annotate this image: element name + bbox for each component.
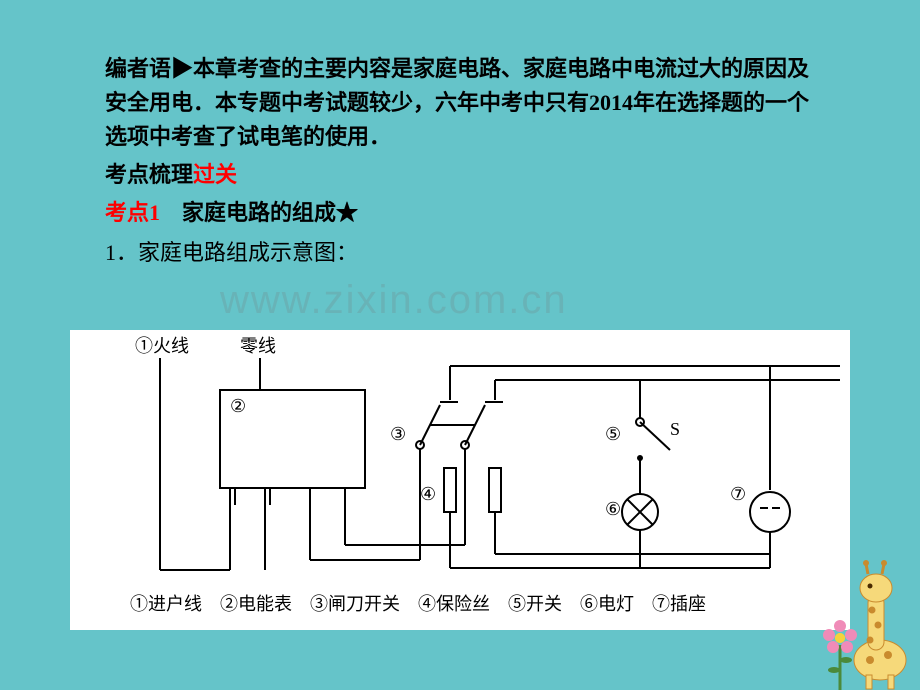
marker-4: ④: [420, 484, 436, 504]
kp-row: 考点1 家庭电路的组成★: [105, 196, 825, 230]
slide: 编者语▶本章考查的主要内容是家庭电路、家庭电路中电流过大的原因及安全用电．本专题…: [0, 0, 920, 690]
kp-body: 家庭电路的组成★: [160, 200, 358, 225]
label-fire-line: ①火线: [135, 336, 189, 356]
switch-s-label: S: [670, 419, 680, 439]
circuit-diagram-wrap: ①火线 零线 ②: [70, 330, 850, 630]
marker-2: ②: [230, 396, 246, 416]
heading-row: 考点梳理过关: [105, 158, 825, 192]
fuse-2-icon: [489, 468, 501, 512]
socket-icon: [750, 492, 790, 532]
watermark-text: www.zixin.com.cn: [220, 278, 568, 323]
fuse-1-icon: [444, 468, 456, 512]
text-block: 编者语▶本章考查的主要内容是家庭电路、家庭电路中电流过大的原因及安全用电．本专题…: [105, 52, 825, 275]
label-neutral-line: 零线: [240, 336, 276, 356]
diagram-caption: ①进户线 ②电能表 ③闸刀开关 ④保险丝 ⑤开关 ⑥电灯 ⑦插座: [130, 594, 706, 614]
marker-5: ⑤: [605, 424, 621, 444]
heading-prefix: 考点梳理: [105, 162, 193, 187]
marker-6: ⑥: [605, 499, 621, 519]
marker-7: ⑦: [730, 484, 746, 504]
editor-note: 编者语▶本章考查的主要内容是家庭电路、家庭电路中电流过大的原因及安全用电．本专题…: [105, 52, 825, 154]
item-1: 1．家庭电路组成示意图：: [105, 236, 825, 270]
giraffe-icon: [810, 540, 920, 690]
kp-prefix: 考点1: [105, 200, 160, 225]
circuit-diagram: ①火线 零线 ②: [70, 330, 850, 630]
heading-suffix: 过关: [193, 162, 237, 187]
marker-3: ③: [390, 424, 406, 444]
